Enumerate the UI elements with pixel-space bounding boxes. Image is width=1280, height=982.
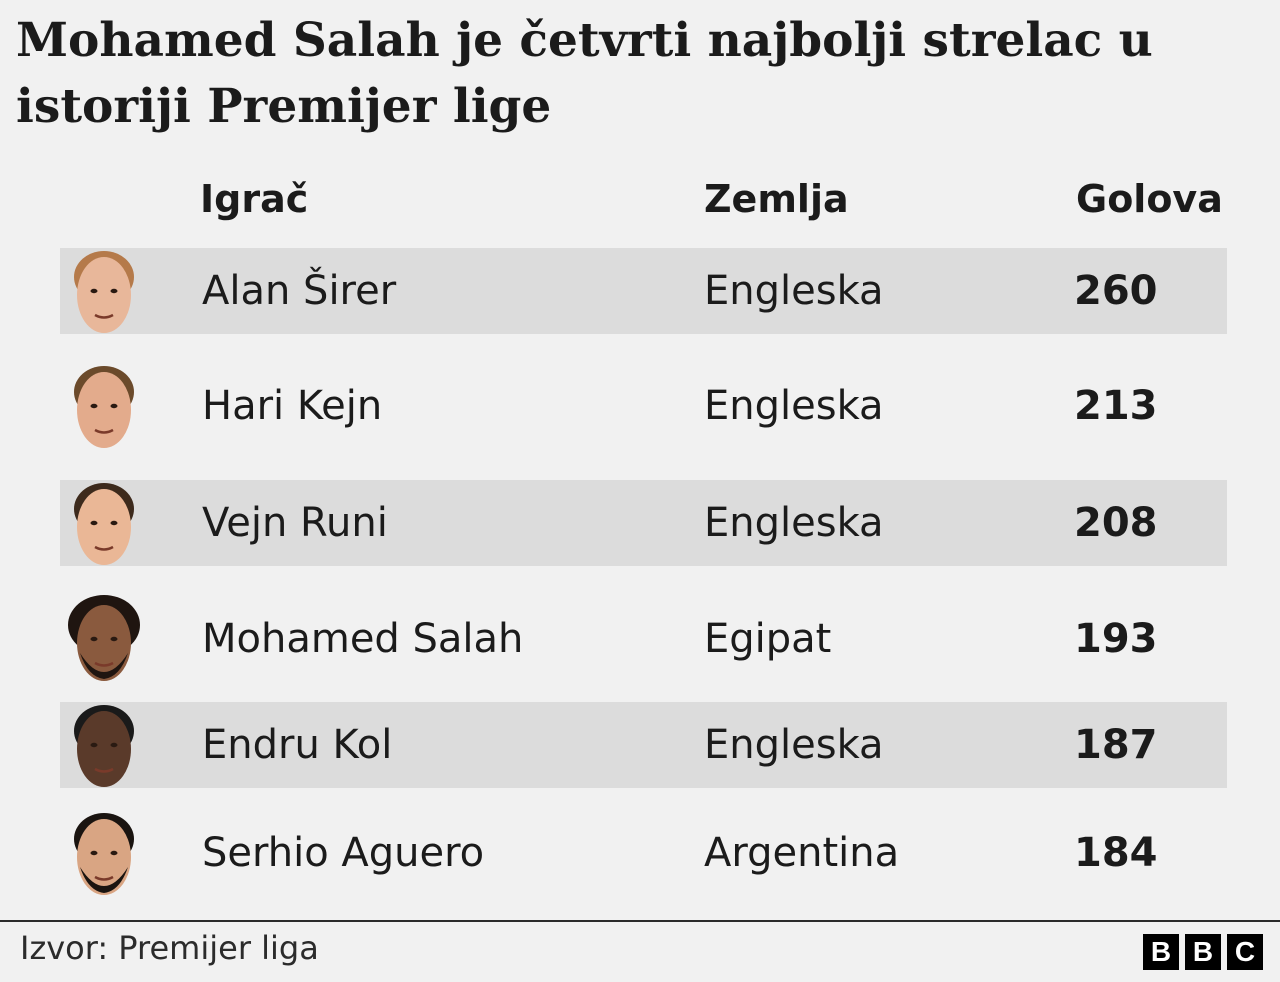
player-name: Hari Kejn (202, 383, 383, 429)
player-goals: 184 (1074, 830, 1158, 876)
bbc-logo: B B C (1143, 934, 1263, 970)
face-photo-icon (74, 251, 134, 333)
column-header-country: Zemlja (704, 177, 849, 221)
source-note: Izvor: Premijer liga (20, 929, 319, 967)
player-goals: 193 (1074, 616, 1158, 662)
column-header-player: Igrač (200, 177, 309, 221)
bbc-logo-letter-2: B (1185, 934, 1221, 970)
player-goals: 213 (1074, 383, 1158, 429)
table-row: Endru Kol Engleska 187 (60, 702, 1227, 788)
table-row: Mohamed Salah Egipat 193 (60, 595, 1227, 682)
player-name: Mohamed Salah (202, 616, 524, 662)
face-photo-icon (74, 483, 134, 565)
player-country: Argentina (704, 830, 900, 876)
chart-title: Mohamed Salah je četvrti najbolji strela… (16, 13, 1153, 134)
face-photo-icon (74, 813, 134, 895)
table-row: Vejn Runi Engleska 208 (60, 480, 1227, 566)
player-goals: 208 (1074, 500, 1158, 546)
face-photo-icon (68, 595, 140, 681)
table-row: Serhio Aguero Argentina 184 (60, 810, 1227, 896)
face-photo-icon (74, 705, 134, 787)
table-row: Hari Kejn Engleska 213 (60, 363, 1227, 449)
player-name: Alan Širer (202, 268, 397, 314)
bbc-logo-letter-1: B (1143, 934, 1179, 970)
player-name: Vejn Runi (202, 500, 388, 546)
player-name: Endru Kol (202, 722, 393, 768)
player-goals: 260 (1074, 268, 1158, 314)
player-country: Engleska (704, 383, 884, 429)
column-header-goals: Golova (1076, 177, 1223, 221)
player-goals: 187 (1074, 722, 1158, 768)
face-photo-icon (74, 366, 134, 448)
table-row: Alan Širer Engleska 260 (60, 248, 1227, 334)
player-name: Serhio Aguero (202, 830, 485, 876)
footer-divider (0, 920, 1280, 922)
player-country: Egipat (704, 616, 832, 662)
player-country: Engleska (704, 268, 884, 314)
player-country: Engleska (704, 722, 884, 768)
bbc-logo-letter-3: C (1227, 934, 1263, 970)
player-country: Engleska (704, 500, 884, 546)
